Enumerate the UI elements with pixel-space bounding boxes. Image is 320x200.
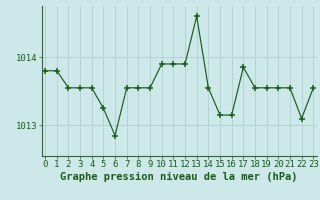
X-axis label: Graphe pression niveau de la mer (hPa): Graphe pression niveau de la mer (hPa) xyxy=(60,172,298,182)
